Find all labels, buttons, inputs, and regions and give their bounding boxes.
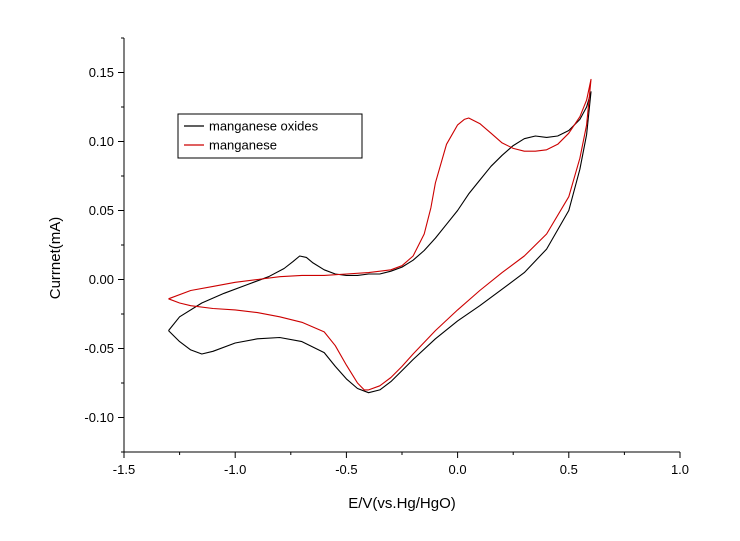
legend-box: [177, 113, 363, 159]
x-tick-label: 0.5: [560, 462, 578, 477]
x-tick-label: -1.0: [224, 462, 246, 477]
y-tick-label: 0.05: [89, 203, 114, 218]
x-axis-label: E/V(vs.Hg/HgO): [348, 495, 456, 512]
series-line-2: [168, 78, 592, 391]
y-tick-label: -0.10: [84, 410, 114, 425]
x-tick-label: 0.0: [449, 462, 467, 477]
y-tick-label: -0.05: [84, 341, 114, 356]
y-axis-label: Currnet(mA): [47, 217, 64, 300]
series-line-1: [168, 91, 592, 394]
x-tick-label: 1.0: [671, 462, 689, 477]
x-tick-label: -0.5: [335, 462, 357, 477]
axes: -1.5 -1.0 -0.5 0.0 0.5 1.0 -0.10 -0.05 0.00 0.05 0…: [84, 37, 689, 477]
legend: manganese oxides manganese: [177, 113, 363, 159]
y-tick-label: 0.00: [89, 272, 114, 287]
series-layer: [168, 78, 592, 394]
y-tick-label: 0.10: [89, 134, 114, 149]
y-tick-label: 0.15: [89, 65, 114, 80]
legend-label: manganese oxides: [209, 119, 319, 134]
x-tick-label: -1.5: [113, 462, 135, 477]
legend-label: manganese: [209, 138, 277, 153]
